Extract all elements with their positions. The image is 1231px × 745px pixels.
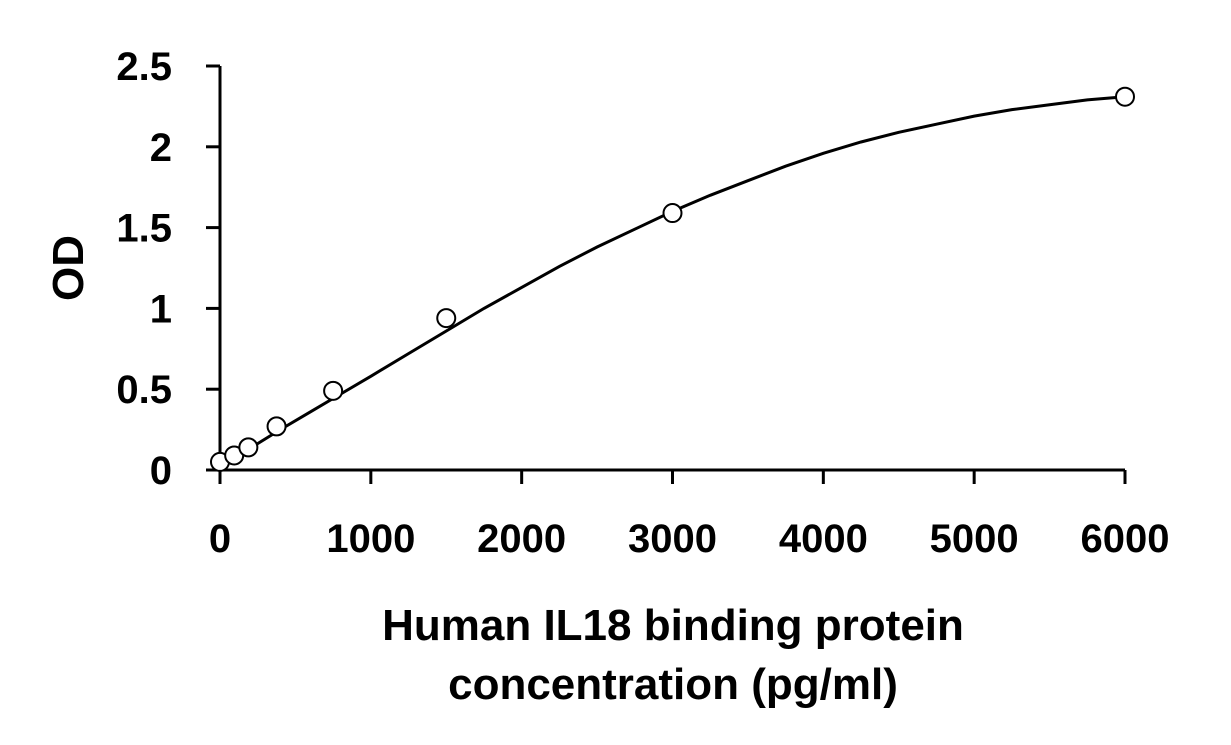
y-tick-label: 1 — [150, 287, 172, 331]
y-axis-title: OD — [44, 235, 93, 301]
y-tick-label: 2.5 — [116, 45, 172, 89]
x-tick-label: 5000 — [930, 517, 1019, 561]
data-point — [238, 437, 259, 458]
x-tick-label: 4000 — [779, 517, 868, 561]
x-axis-title-line-1: Human IL18 binding protein — [382, 601, 964, 650]
data-points — [210, 86, 1135, 472]
data-point — [323, 380, 344, 401]
y-ticks: 0 0.5 1 1.5 2 2.5 — [116, 45, 220, 493]
y-tick-label: 2 — [150, 126, 172, 170]
data-point — [1115, 86, 1135, 107]
x-tick-label: 6000 — [1081, 517, 1170, 561]
y-tick-label: 1.5 — [116, 207, 172, 251]
x-ticks: 0 1000 2000 3000 4000 5000 6000 — [209, 470, 1170, 561]
data-point — [436, 308, 457, 329]
fit-curve — [219, 95, 1126, 467]
x-tick-label: 1000 — [326, 517, 415, 561]
y-tick-label: 0 — [150, 449, 172, 493]
axes — [218, 66, 1125, 472]
y-tick-label: 0.5 — [116, 368, 172, 412]
data-point — [662, 203, 683, 224]
data-point — [266, 416, 287, 437]
x-tick-label: 3000 — [628, 517, 717, 561]
x-axis-title-line-2: concentration (pg/ml) — [448, 660, 898, 709]
x-tick-label: 0 — [209, 517, 231, 561]
x-tick-label: 2000 — [477, 517, 566, 561]
